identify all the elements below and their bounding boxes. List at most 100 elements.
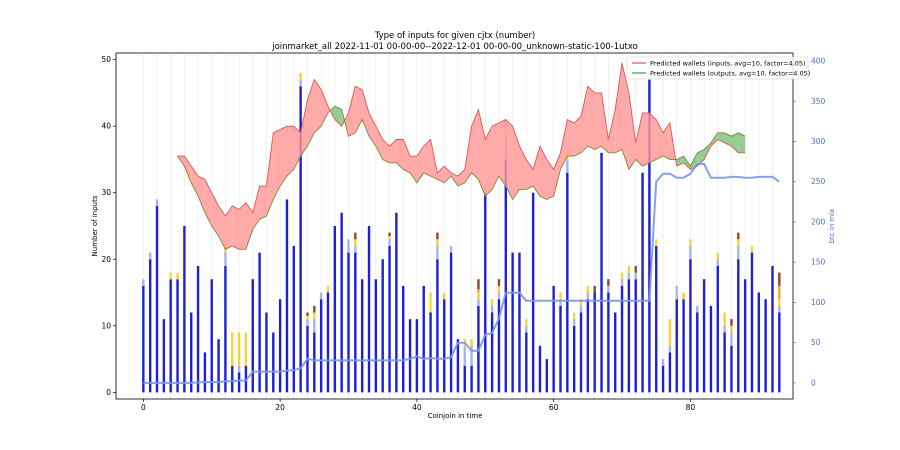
bar-segment [634, 265, 637, 273]
x-tick-label: 0 [141, 403, 146, 412]
fill-area [594, 92, 602, 150]
y-tick-label: 10 [101, 321, 111, 330]
bar-segment [723, 312, 726, 326]
bar-segment [586, 292, 590, 300]
btc-in-mix-line [143, 163, 780, 384]
fill-area [539, 146, 547, 200]
fill-layer [177, 62, 746, 250]
bar-segment [641, 172, 644, 393]
y-axis-label: Number of inputs [91, 195, 99, 256]
bar-segment [224, 265, 227, 393]
bar-segment [525, 325, 528, 333]
bar-segment [313, 305, 316, 313]
fill-area [553, 152, 561, 197]
bar-segment [354, 245, 357, 253]
bar-segment [737, 259, 740, 393]
axes-layer: 0 20 40 60 80 0 10 20 30 40 50 0 50 100 150 200 250 300 35… [101, 55, 825, 412]
bar-segment [497, 279, 501, 286]
fill-area [344, 112, 349, 137]
bar-segment [354, 239, 357, 246]
bar-segment [231, 332, 234, 366]
bars-layer [142, 72, 781, 393]
y-tick-label: 40 [101, 122, 111, 131]
bar-segment [497, 299, 501, 393]
bar-segment [559, 292, 562, 300]
y-right-tick-label: 250 [811, 177, 826, 186]
bar-segment [449, 245, 453, 253]
bar-segment [696, 312, 699, 393]
fill-area [656, 119, 664, 160]
bar-segment [689, 239, 692, 246]
bar-segment [552, 285, 555, 393]
y-right-tick-label: 0 [811, 378, 816, 387]
bar-segment [183, 226, 186, 393]
bar-segment [354, 252, 357, 393]
bar-segment [655, 245, 658, 393]
x-tick-label: 80 [686, 403, 696, 412]
bar-segment [148, 259, 152, 393]
bar-segment [525, 332, 528, 393]
bar-segment [538, 345, 542, 393]
bar-segment [484, 192, 487, 393]
bar-segment [525, 319, 528, 326]
bar-segment [244, 332, 248, 366]
bar-segment [272, 332, 275, 393]
bar-segment [593, 285, 596, 293]
y-tick-label: 30 [101, 188, 111, 197]
outputs-line [177, 105, 746, 250]
bar-segment [620, 272, 624, 280]
bar-segment [655, 239, 658, 246]
fill-area [478, 109, 486, 197]
bar-segment [572, 319, 576, 326]
y-right-tick-label: 350 [811, 97, 826, 106]
bar-segment [771, 265, 774, 393]
fill-area [300, 99, 308, 157]
fill-area [369, 112, 376, 147]
bar-segment [333, 226, 337, 393]
bar-segment [422, 285, 425, 393]
bar-segment [607, 285, 610, 293]
fill-area [533, 146, 540, 197]
fill-area [273, 129, 281, 200]
bar-segment [443, 292, 446, 300]
fill-area [225, 206, 233, 250]
bar-segment [176, 279, 179, 393]
bar-segment [237, 365, 241, 373]
bar-segment [374, 279, 378, 393]
fill-area [252, 186, 260, 230]
bar-segment [299, 72, 302, 80]
bar-segment [634, 279, 637, 393]
bar-segment [477, 279, 480, 290]
fill-area [485, 126, 493, 197]
bar-segment [490, 305, 494, 313]
bar-segment [299, 79, 302, 87]
bar-segment [436, 259, 439, 393]
bar-segment [511, 252, 514, 393]
fill-area [642, 112, 650, 167]
bar-segment [620, 279, 624, 286]
bar-segment [627, 265, 631, 273]
bar-segment [627, 279, 631, 393]
lines-layer [143, 62, 780, 384]
bar-segment [237, 332, 241, 366]
bar-segment [436, 232, 439, 240]
fill-area [697, 149, 705, 167]
bar-segment [203, 352, 207, 393]
bar-segment [449, 252, 453, 393]
fill-area [574, 116, 582, 157]
bar-segment [579, 312, 583, 393]
bar-segment [593, 292, 596, 393]
bar-segment [559, 299, 562, 306]
bar-segment [319, 299, 323, 393]
legend-box [626, 56, 809, 80]
bar-segment [627, 272, 631, 280]
bar-segment [388, 235, 391, 240]
fill-area [348, 86, 356, 137]
bar-segment [231, 365, 234, 393]
bar-segment [395, 212, 398, 393]
fill-area [567, 119, 575, 157]
fill-area [498, 119, 506, 187]
bar-segment [497, 292, 501, 300]
bar-segment [682, 292, 685, 300]
